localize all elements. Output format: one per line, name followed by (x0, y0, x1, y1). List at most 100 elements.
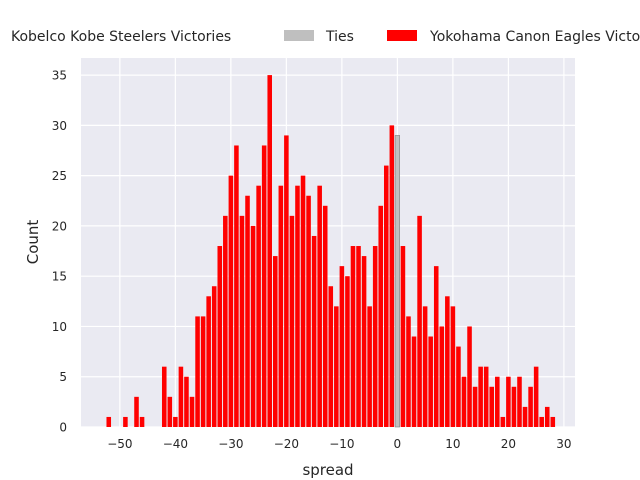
bar (234, 145, 239, 427)
bar (372, 246, 378, 427)
bar (184, 376, 189, 427)
bar (161, 366, 167, 427)
x-tick-label: −30 (218, 437, 243, 451)
bar (417, 215, 422, 427)
bar (356, 246, 361, 427)
bar (378, 205, 384, 427)
bar (517, 376, 522, 427)
bar (345, 276, 350, 427)
x-tick-label: −20 (274, 437, 299, 451)
bar (450, 306, 456, 427)
bar (267, 75, 272, 427)
x-tick-label: 10 (445, 437, 460, 451)
bar (278, 185, 284, 427)
bar (406, 316, 411, 427)
y-tick-label: 10 (52, 320, 67, 334)
legend-swatch-ties (284, 30, 314, 41)
bar (217, 246, 223, 427)
bar (445, 296, 450, 427)
y-tick-label: 20 (52, 219, 67, 233)
bar (500, 416, 506, 427)
bar (389, 125, 395, 428)
bar (250, 225, 256, 427)
bar (317, 185, 322, 427)
x-tick-label: −50 (107, 437, 132, 451)
bar (461, 376, 467, 427)
bar (384, 165, 389, 427)
bar (495, 376, 500, 427)
bar (167, 396, 173, 427)
legend-swatch-yokohama (387, 30, 417, 41)
x-tick-label: −10 (329, 437, 354, 451)
x-axis-label: spread (302, 461, 353, 479)
legend-label-kobe: Kobelco Kobe Steelers Victories (11, 29, 231, 45)
bar (467, 326, 472, 427)
bar (206, 296, 211, 427)
bar (200, 316, 206, 427)
bar (489, 386, 495, 427)
y-tick-label: 35 (52, 69, 67, 83)
y-tick-label: 25 (52, 169, 67, 183)
bar (223, 215, 228, 427)
y-tick-label: 0 (59, 421, 67, 435)
bar (334, 306, 339, 427)
bar (311, 235, 317, 427)
bar (328, 286, 334, 427)
bar (478, 366, 483, 427)
bar (178, 366, 184, 427)
bar (295, 185, 300, 427)
bar (239, 215, 245, 427)
bar (511, 386, 517, 427)
bar (433, 266, 439, 427)
bar (533, 366, 539, 427)
bar (189, 396, 195, 427)
bar (367, 306, 372, 427)
bar (422, 306, 428, 427)
bar (472, 386, 478, 427)
bar (139, 416, 145, 427)
bar (134, 396, 139, 427)
bar (439, 326, 445, 427)
bar (539, 416, 544, 427)
bar (272, 256, 278, 427)
bar (428, 336, 433, 427)
y-tick-labels: 0 5 10 15 20 25 30 35 (52, 69, 67, 435)
bar (256, 185, 261, 427)
bar (361, 256, 367, 427)
legend-label-yokohama: Yokohama Canon Eagles Victories (429, 29, 640, 45)
bar (106, 416, 112, 427)
bar (506, 376, 511, 427)
bar (195, 316, 200, 427)
x-tick-label: 20 (501, 437, 516, 451)
x-tick-label: 0 (394, 437, 402, 451)
x-tick-labels: −50 −40 −30 −20 −10 0 10 20 30 (107, 437, 571, 451)
legend: Kobelco Kobe Steelers Victories Ties Yok… (11, 29, 640, 45)
bar (339, 266, 345, 427)
bar (300, 175, 306, 427)
y-tick-label: 15 (52, 270, 67, 284)
bar (456, 346, 461, 427)
bar (322, 205, 328, 427)
bar (306, 195, 311, 427)
bar (522, 406, 528, 427)
y-tick-label: 5 (59, 370, 67, 384)
bar (544, 406, 550, 427)
bar (245, 195, 250, 427)
bar (284, 135, 289, 427)
bar (173, 416, 178, 427)
y-axis-label: Count (24, 220, 42, 265)
bar (394, 135, 400, 428)
bar (411, 336, 417, 427)
y-tick-label: 30 (52, 119, 67, 133)
bar (228, 175, 234, 427)
bar (123, 416, 128, 427)
bar (261, 145, 267, 427)
bar (350, 246, 356, 427)
x-tick-label: −40 (163, 437, 188, 451)
bars (106, 75, 556, 428)
bar (483, 366, 489, 427)
x-tick-label: 30 (556, 437, 571, 451)
bar (400, 246, 406, 427)
legend-label-ties: Ties (325, 29, 354, 45)
